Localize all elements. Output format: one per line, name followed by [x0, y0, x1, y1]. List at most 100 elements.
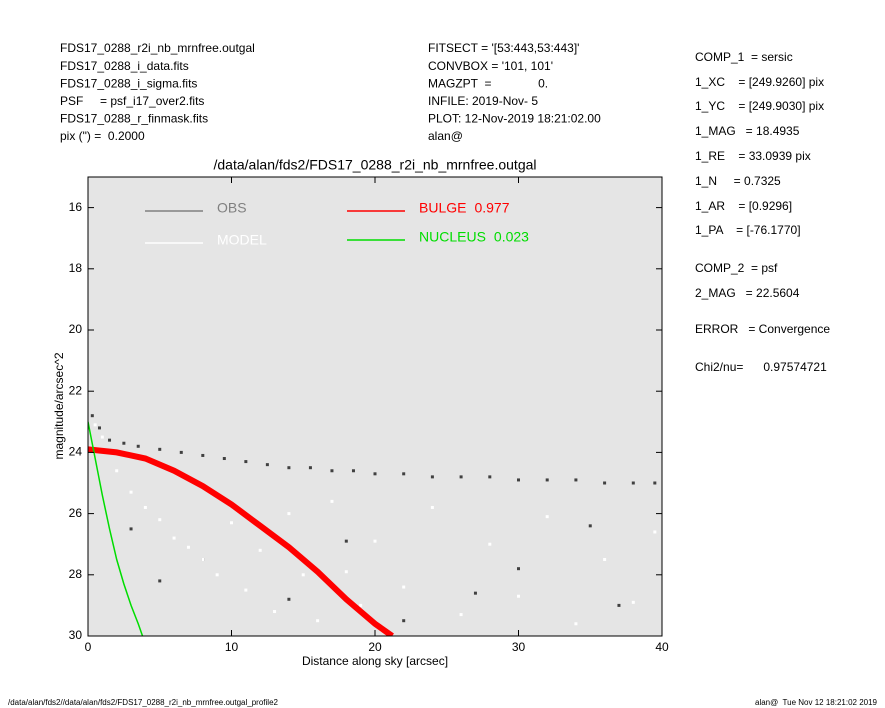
- data-point: [430, 505, 434, 509]
- data-point: [158, 447, 162, 451]
- data-point: [617, 603, 621, 607]
- data-point: [473, 591, 477, 595]
- data-point: [653, 530, 657, 534]
- legend-label: MODEL: [217, 232, 267, 248]
- header-left-line: pix (") = 0.2000: [60, 129, 145, 143]
- header-left-line: FDS17_0288_r2i_nb_mrnfree.outgal: [60, 41, 255, 55]
- header-left-line: FDS17_0288_r_finmask.fits: [60, 112, 208, 126]
- data-point: [574, 622, 578, 626]
- data-point: [129, 490, 133, 494]
- data-point: [97, 426, 101, 430]
- fit-parameter: COMP_1 = sersic: [695, 50, 793, 64]
- data-point: [287, 466, 291, 470]
- y-axis-label: magnitude/arcsec^2: [52, 352, 66, 459]
- data-point: [179, 450, 183, 454]
- data-point: [108, 438, 112, 442]
- fit-parameter: ERROR = Convergence: [695, 322, 830, 336]
- header-center-line: alan@: [428, 129, 463, 143]
- data-point: [402, 619, 406, 623]
- data-point: [122, 441, 126, 445]
- data-point: [287, 597, 291, 601]
- header-left-line: FDS17_0288_i_data.fits: [60, 59, 189, 73]
- data-point: [129, 527, 133, 531]
- data-point: [517, 567, 520, 571]
- header-left-line: FDS17_0288_i_sigma.fits: [60, 76, 197, 90]
- x-tick-label: 20: [368, 640, 382, 654]
- data-point: [430, 475, 434, 479]
- fit-parameter: 1_RE = 33.0939 pix: [695, 149, 811, 163]
- legend-fraction: 0.977: [474, 200, 509, 216]
- footer-right: alan@ Tue Nov 12 18:21:02 2019: [755, 698, 878, 707]
- data-point: [244, 460, 248, 464]
- plot-area: [88, 414, 657, 636]
- fit-parameter: 1_AR = [0.9296]: [695, 199, 792, 213]
- profile-line: [88, 421, 144, 636]
- data-point: [588, 524, 592, 528]
- data-point: [631, 600, 635, 604]
- data-point: [93, 423, 97, 427]
- profile-line: [88, 446, 394, 636]
- y-tick-label: 16: [69, 200, 83, 214]
- chart-title: /data/alan/fds2/FDS17_0288_r2i_nb_mrnfre…: [214, 157, 537, 173]
- data-point: [402, 585, 406, 589]
- y-tick-label: 24: [69, 445, 83, 459]
- header-center-line: MAGZPT = 0.: [428, 76, 548, 90]
- data-point: [316, 619, 320, 623]
- data-point: [459, 475, 463, 479]
- legend-label: OBS: [217, 200, 247, 216]
- data-point: [344, 570, 348, 574]
- x-axis-label: Distance along sky [arcsec]: [302, 654, 448, 668]
- data-point: [215, 573, 219, 577]
- data-point: [201, 558, 205, 561]
- data-point: [545, 478, 549, 482]
- data-point: [344, 539, 348, 543]
- data-point: [230, 521, 233, 525]
- data-point: [100, 435, 104, 439]
- data-point: [373, 472, 377, 476]
- x-tick-label: 0: [85, 640, 92, 654]
- x-tick-label: 30: [512, 640, 526, 654]
- legend-fraction: 0.023: [494, 229, 529, 245]
- y-tick-label: 26: [69, 506, 83, 520]
- data-point: [359, 603, 363, 607]
- data-point: [351, 469, 355, 473]
- data-point: [287, 512, 291, 516]
- data-point: [201, 453, 205, 457]
- x-tick-label: 40: [655, 640, 669, 654]
- data-point: [631, 481, 635, 485]
- y-tick-label: 20: [69, 322, 83, 336]
- y-tick-label: 22: [69, 383, 83, 397]
- fit-parameter: 1_MAG = 18.4935: [695, 124, 800, 138]
- data-point: [459, 613, 463, 617]
- data-point: [115, 469, 119, 473]
- data-point: [517, 594, 520, 598]
- fit-parameter: 1_YC = [249.9030] pix: [695, 99, 824, 113]
- header-center-line: PLOT: 12-Nov-2019 18:21:02.00: [428, 112, 601, 126]
- data-point: [273, 610, 277, 614]
- data-point: [136, 444, 140, 448]
- header-left-line: PSF = psf_i17_over2.fits: [60, 94, 204, 108]
- x-tick-label: 10: [225, 640, 239, 654]
- fit-parameter: COMP_2 = psf: [695, 261, 778, 275]
- data-point: [143, 505, 147, 509]
- header-center-line: CONVBOX = '101, 101': [428, 59, 553, 73]
- data-point: [330, 469, 334, 473]
- plot-background: [88, 177, 662, 636]
- data-point: [158, 518, 162, 522]
- data-point: [653, 481, 657, 485]
- header-center-line: FITSECT = '[53:443,53:443]': [428, 41, 579, 55]
- data-point: [222, 457, 226, 461]
- fit-parameter: 1_PA = [-76.1770]: [695, 223, 801, 237]
- data-point: [402, 472, 406, 476]
- footer-left: /data/alan/fds2//data/alan/fds2/FDS17_02…: [8, 698, 279, 707]
- data-point: [603, 558, 607, 561]
- data-point: [244, 588, 248, 592]
- legend-label: BULGE: [419, 200, 466, 216]
- header-center-line: INFILE: 2019-Nov- 5: [428, 94, 538, 108]
- data-point: [308, 466, 312, 470]
- data-point: [488, 542, 492, 546]
- y-tick-label: 18: [69, 261, 83, 275]
- data-point: [90, 414, 94, 418]
- data-point: [265, 463, 269, 467]
- data-point: [330, 499, 334, 503]
